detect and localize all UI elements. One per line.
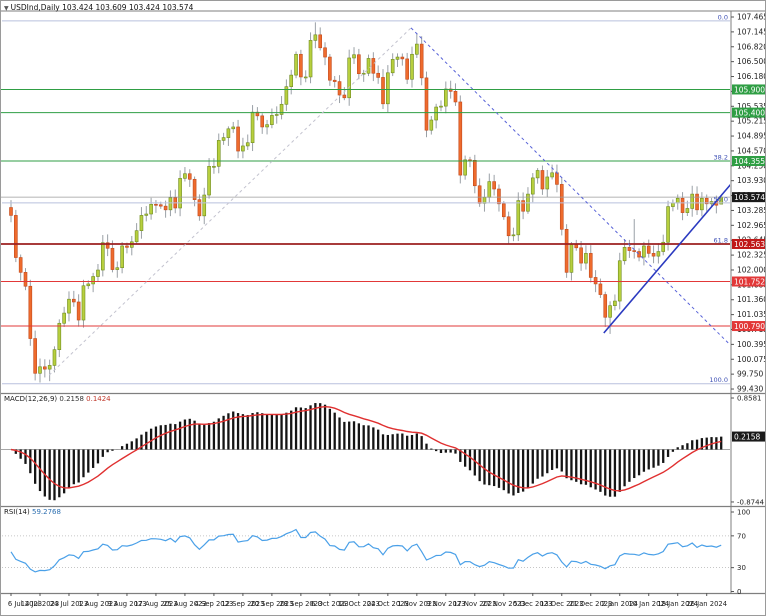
- svg-text:24 Oct 2023: 24 Oct 2023: [367, 600, 409, 608]
- macd-histogram: [14, 403, 723, 501]
- svg-text:5 Dec 2023: 5 Dec 2023: [513, 600, 552, 608]
- svg-text:106.820: 106.820: [737, 42, 766, 51]
- svg-text:102.325: 102.325: [737, 251, 766, 260]
- rsi-name: RSI(14): [4, 508, 30, 516]
- svg-text:107.465: 107.465: [737, 13, 766, 22]
- candles-layer: [9, 22, 724, 383]
- svg-text:103.930: 103.930: [737, 176, 766, 185]
- svg-text:24 Jul 2023: 24 Jul 2023: [50, 600, 88, 608]
- rsi-axis[interactable]: 100 70 30 0: [731, 509, 750, 597]
- svg-text:0.8581: 0.8581: [737, 395, 762, 403]
- rsi-line: [10, 528, 722, 573]
- svg-text:14 Jul 2023: 14 Jul 2023: [21, 600, 59, 608]
- rsi-pane: [2, 528, 730, 573]
- symbol-marker-icon: ▼: [4, 5, 9, 12]
- svg-text:104.895: 104.895: [737, 132, 766, 141]
- svg-text:100.790: 100.790: [734, 322, 765, 331]
- svg-text:106.180: 106.180: [737, 72, 766, 81]
- svg-text:103.574: 103.574: [734, 193, 765, 202]
- svg-text:4 Sep 2023: 4 Sep 2023: [195, 600, 234, 608]
- svg-text:6 Jul 2023: 6 Jul 2023: [8, 600, 42, 608]
- svg-text:107.145: 107.145: [737, 27, 766, 36]
- svg-text:16 Oct 2023: 16 Oct 2023: [338, 600, 380, 608]
- rsi-indicator-label: RSI(14) 59.2768: [4, 508, 61, 516]
- svg-text:103.285: 103.285: [737, 206, 766, 215]
- svg-text:100.0: 100.0: [709, 376, 728, 384]
- svg-text:25 Aug 2023: 25 Aug 2023: [163, 600, 207, 608]
- pane-frame: [1, 10, 765, 595]
- ohlc-readout: 103.424 103.609 103.424 103.574: [62, 3, 194, 12]
- svg-text:20 Sep 2023: 20 Sep 2023: [250, 600, 293, 608]
- macd-main-value: 0.2158: [59, 395, 84, 403]
- svg-text:0.0: 0.0: [718, 13, 728, 21]
- horizontal-levels[interactable]: [1, 20, 730, 385]
- chart-title: ▼ USDInd,Daily 103.424 103.609 103.424 10…: [4, 3, 193, 13]
- svg-text:101.360: 101.360: [737, 295, 766, 304]
- descending-dashed-trendline[interactable]: [410, 27, 755, 370]
- svg-text:38.2: 38.2: [714, 153, 728, 161]
- svg-text:61.8: 61.8: [714, 236, 728, 244]
- svg-text:100.075: 100.075: [737, 355, 766, 364]
- svg-text:17 Nov 2023: 17 Nov 2023: [453, 600, 497, 608]
- svg-text:50.0: 50.0: [714, 195, 728, 203]
- svg-text:26 Jan 2024: 26 Jan 2024: [686, 600, 727, 608]
- svg-text:0: 0: [737, 588, 741, 596]
- svg-text:70: 70: [737, 532, 746, 540]
- svg-text:30: 30: [737, 564, 746, 572]
- macd-signal-line: [10, 405, 722, 492]
- svg-text:104.355: 104.355: [734, 157, 765, 166]
- svg-text:13 Dec 2023: 13 Dec 2023: [540, 600, 583, 608]
- svg-text:0.2158: 0.2158: [734, 433, 760, 442]
- svg-text:28 Sep 2023: 28 Sep 2023: [279, 600, 322, 608]
- svg-text:102.965: 102.965: [737, 221, 766, 230]
- price-axis[interactable]: 107.465107.145106.820106.500106.180105.8…: [709, 13, 766, 394]
- svg-text:100.395: 100.395: [737, 340, 766, 349]
- svg-text:17 Aug 2023: 17 Aug 2023: [134, 600, 178, 608]
- svg-text:1 Aug 2023: 1 Aug 2023: [78, 600, 117, 608]
- svg-text:9 Nov 2023: 9 Nov 2023: [426, 600, 465, 608]
- svg-text:102.563: 102.563: [734, 240, 765, 249]
- svg-text:105.900: 105.900: [734, 85, 765, 94]
- symbol-timeframe: USDInd,Daily: [10, 3, 60, 12]
- svg-text:101.752: 101.752: [734, 278, 765, 287]
- rsi-value: 59.2768: [31, 508, 61, 516]
- svg-text:105.535: 105.535: [737, 102, 766, 111]
- svg-text:104.570: 104.570: [737, 146, 766, 155]
- svg-text:18 Jan 2024: 18 Jan 2024: [657, 600, 698, 608]
- macd-signal-value: 0.1424: [86, 395, 111, 403]
- svg-text:-0.8744: -0.8744: [737, 498, 765, 506]
- svg-text:105.215: 105.215: [737, 117, 766, 126]
- svg-text:101.035: 101.035: [737, 310, 766, 319]
- macd-indicator-label: MACD(12,26,9) 0.2158 0.1424: [4, 395, 111, 403]
- svg-text:105.400: 105.400: [734, 109, 765, 118]
- svg-text:9 Aug 2023: 9 Aug 2023: [107, 600, 146, 608]
- svg-text:6 Oct 2023: 6 Oct 2023: [311, 600, 349, 608]
- svg-text:10 Jan 2024: 10 Jan 2024: [628, 600, 669, 608]
- trend-objects[interactable]: [48, 27, 755, 376]
- svg-text:21 Dec 2023: 21 Dec 2023: [569, 600, 612, 608]
- svg-text:99.750: 99.750: [737, 370, 763, 379]
- svg-text:12 Sep 2023: 12 Sep 2023: [221, 600, 264, 608]
- svg-text:100: 100: [737, 509, 750, 517]
- ascending-trendline[interactable]: [603, 165, 747, 334]
- svg-text:102.000: 102.000: [737, 265, 766, 274]
- macd-axis[interactable]: 0.8581 -0.8744 0.2158: [731, 395, 766, 507]
- svg-text:2 Jan 2024: 2 Jan 2024: [602, 600, 638, 608]
- svg-text:106.500: 106.500: [737, 57, 766, 66]
- svg-text:1 Nov 2023: 1 Nov 2023: [397, 600, 436, 608]
- macd-name: MACD(12,26,9): [4, 395, 58, 403]
- svg-text:99.430: 99.430: [737, 385, 763, 394]
- svg-text:27 Nov 2023: 27 Nov 2023: [482, 600, 526, 608]
